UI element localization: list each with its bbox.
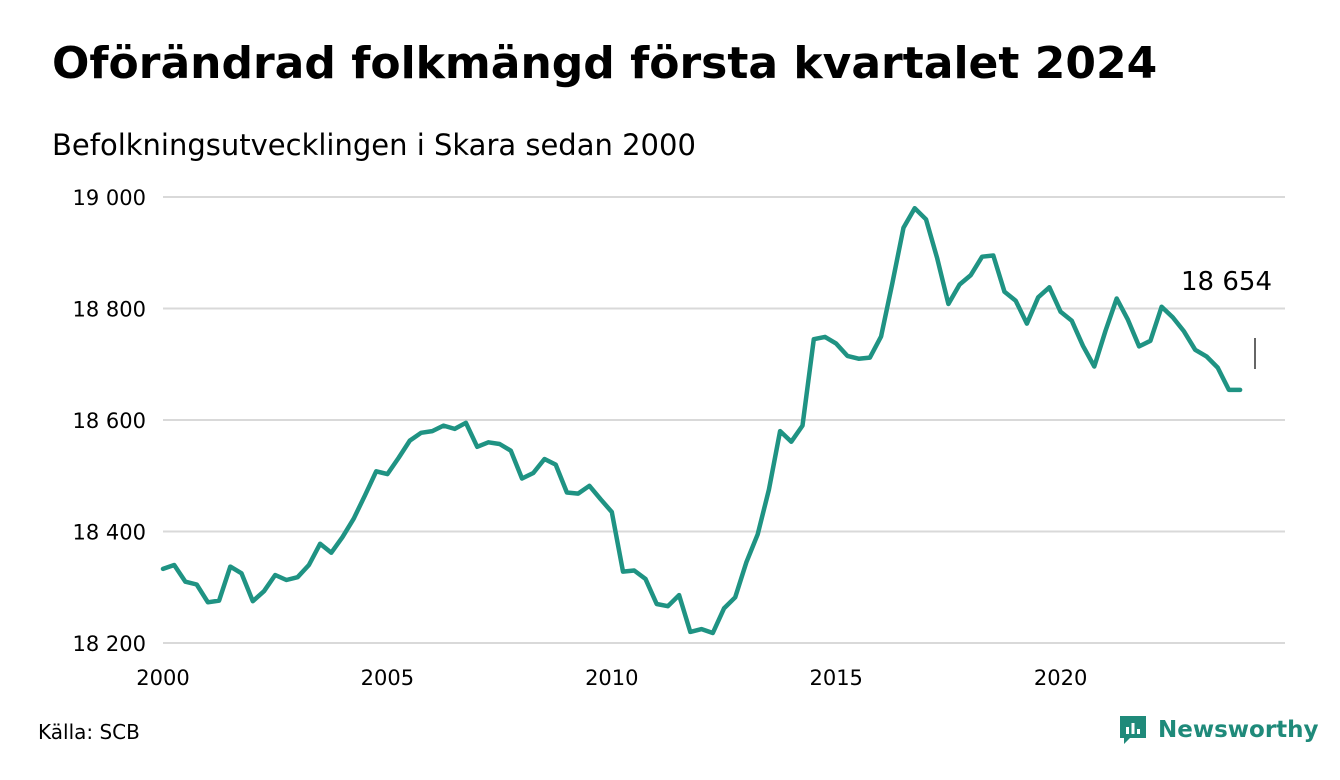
series-layer xyxy=(160,205,1243,636)
last-value-label: 18 654 xyxy=(1181,267,1272,297)
y-tick-label: 19 000 xyxy=(73,186,146,210)
x-tick-label: 2000 xyxy=(136,666,189,690)
y-tick-label: 18 200 xyxy=(73,632,146,656)
y-tick-label: 18 600 xyxy=(73,409,146,433)
x-tick-label: 2005 xyxy=(361,666,414,690)
annotation-layer: 18 654 xyxy=(1181,267,1272,369)
x-tick-label: 2015 xyxy=(809,666,862,690)
series-line xyxy=(160,205,1243,636)
newsworthy-logo-icon xyxy=(1120,716,1146,744)
source-label: Källa: SCB xyxy=(38,720,140,744)
chart-subtitle: Befolkningsutvecklingen i Skara sedan 20… xyxy=(52,128,696,162)
brand-name: Newsworthy xyxy=(1158,717,1319,743)
y-tick-label: 18 400 xyxy=(73,521,146,545)
y-tick-label: 18 800 xyxy=(73,298,146,322)
grid-lines xyxy=(163,196,1285,644)
x-axis-tick-labels: 2000 2005 2010 2015 2020 xyxy=(136,666,1087,690)
brand-logo: Newsworthy xyxy=(1118,714,1319,746)
x-tick-label: 2020 xyxy=(1034,666,1087,690)
chart-title: Oförändrad folkmängd första kvartalet 20… xyxy=(52,38,1158,89)
x-tick-label: 2010 xyxy=(585,666,638,690)
y-axis-tick-labels: 18 200 18 400 18 600 18 800 19 000 xyxy=(73,186,146,656)
